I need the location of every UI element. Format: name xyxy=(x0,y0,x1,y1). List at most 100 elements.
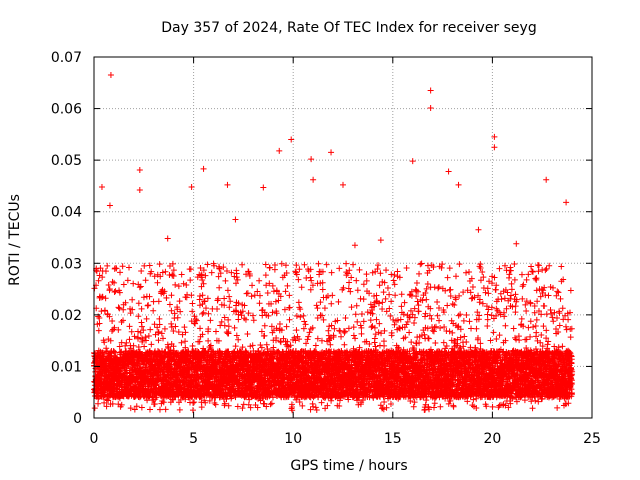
data-point xyxy=(352,335,359,342)
data-point xyxy=(303,340,310,347)
data-point xyxy=(116,289,123,296)
data-point xyxy=(313,407,320,414)
data-point xyxy=(130,342,137,349)
data-point xyxy=(103,345,110,352)
data-point xyxy=(111,288,118,295)
data-point xyxy=(144,302,151,309)
data-point xyxy=(128,328,135,335)
data-point xyxy=(166,301,173,308)
data-point xyxy=(187,266,194,273)
data-point xyxy=(270,344,277,351)
data-point xyxy=(111,279,118,286)
data-point xyxy=(120,317,127,324)
data-point xyxy=(140,294,147,301)
data-point xyxy=(222,277,229,284)
data-point xyxy=(214,306,221,313)
data-point xyxy=(300,312,307,319)
data-point xyxy=(207,317,214,324)
data-point xyxy=(102,295,109,302)
data-point xyxy=(150,307,157,314)
data-point xyxy=(168,320,175,327)
data-point xyxy=(312,404,319,411)
data-point xyxy=(143,315,150,322)
data-point xyxy=(314,305,321,312)
data-point xyxy=(127,405,134,412)
data-point xyxy=(135,343,142,350)
data-point xyxy=(345,285,352,292)
data-point xyxy=(336,265,343,272)
data-point xyxy=(221,322,228,329)
data-point xyxy=(239,261,246,268)
data-point xyxy=(301,318,308,325)
data-point xyxy=(317,299,324,306)
data-point xyxy=(127,345,134,352)
data-point xyxy=(293,327,300,334)
data-point xyxy=(111,348,118,355)
data-point xyxy=(350,324,357,331)
data-point xyxy=(133,403,140,410)
data-point xyxy=(342,315,349,322)
data-point xyxy=(189,300,196,307)
data-point xyxy=(320,316,327,323)
data-point xyxy=(190,399,197,406)
data-point xyxy=(304,336,311,343)
data-point xyxy=(282,288,289,295)
data-point xyxy=(138,305,145,312)
data-point xyxy=(156,315,163,322)
data-point xyxy=(126,323,133,330)
data-point xyxy=(263,341,270,348)
data-point xyxy=(256,300,263,307)
data-point xyxy=(155,328,162,335)
data-point xyxy=(218,318,225,325)
data-point xyxy=(207,342,214,349)
data-point xyxy=(338,333,345,340)
data-point xyxy=(276,321,283,328)
data-point xyxy=(261,332,268,339)
data-point xyxy=(238,312,245,319)
data-point xyxy=(122,299,129,306)
data-point xyxy=(327,341,334,348)
data-point xyxy=(112,288,119,295)
data-point xyxy=(134,328,141,335)
data-point xyxy=(298,284,305,291)
data-point xyxy=(103,396,110,403)
data-point xyxy=(315,260,322,267)
data-point xyxy=(225,323,232,330)
data-point xyxy=(205,337,212,344)
data-point xyxy=(181,324,188,331)
data-point xyxy=(118,348,125,355)
data-point xyxy=(120,281,127,288)
data-point xyxy=(352,311,359,318)
data-point xyxy=(187,277,194,284)
data-point xyxy=(307,274,314,281)
data-point xyxy=(115,304,122,311)
data-point xyxy=(129,306,136,313)
data-point xyxy=(106,313,113,320)
data-point xyxy=(118,401,125,408)
data-point xyxy=(103,403,110,410)
data-point xyxy=(161,325,168,332)
data-point xyxy=(323,261,330,268)
data-point xyxy=(301,261,308,268)
data-point xyxy=(226,304,233,311)
data-point xyxy=(216,284,223,291)
data-point xyxy=(111,324,118,331)
data-point xyxy=(170,267,177,274)
data-point xyxy=(286,292,293,299)
data-point xyxy=(117,269,124,276)
data-point xyxy=(256,277,263,284)
data-point xyxy=(131,333,138,340)
data-point xyxy=(224,287,231,294)
data-point xyxy=(212,328,219,335)
data-point xyxy=(142,334,149,341)
data-point xyxy=(95,277,102,284)
data-point xyxy=(233,332,240,339)
data-point xyxy=(286,316,293,323)
data-point xyxy=(318,399,325,406)
data-point xyxy=(145,333,152,340)
data-point xyxy=(350,261,357,268)
data-point xyxy=(99,274,106,281)
data-point xyxy=(101,399,108,406)
data-point xyxy=(104,262,111,269)
data-point xyxy=(138,268,145,275)
